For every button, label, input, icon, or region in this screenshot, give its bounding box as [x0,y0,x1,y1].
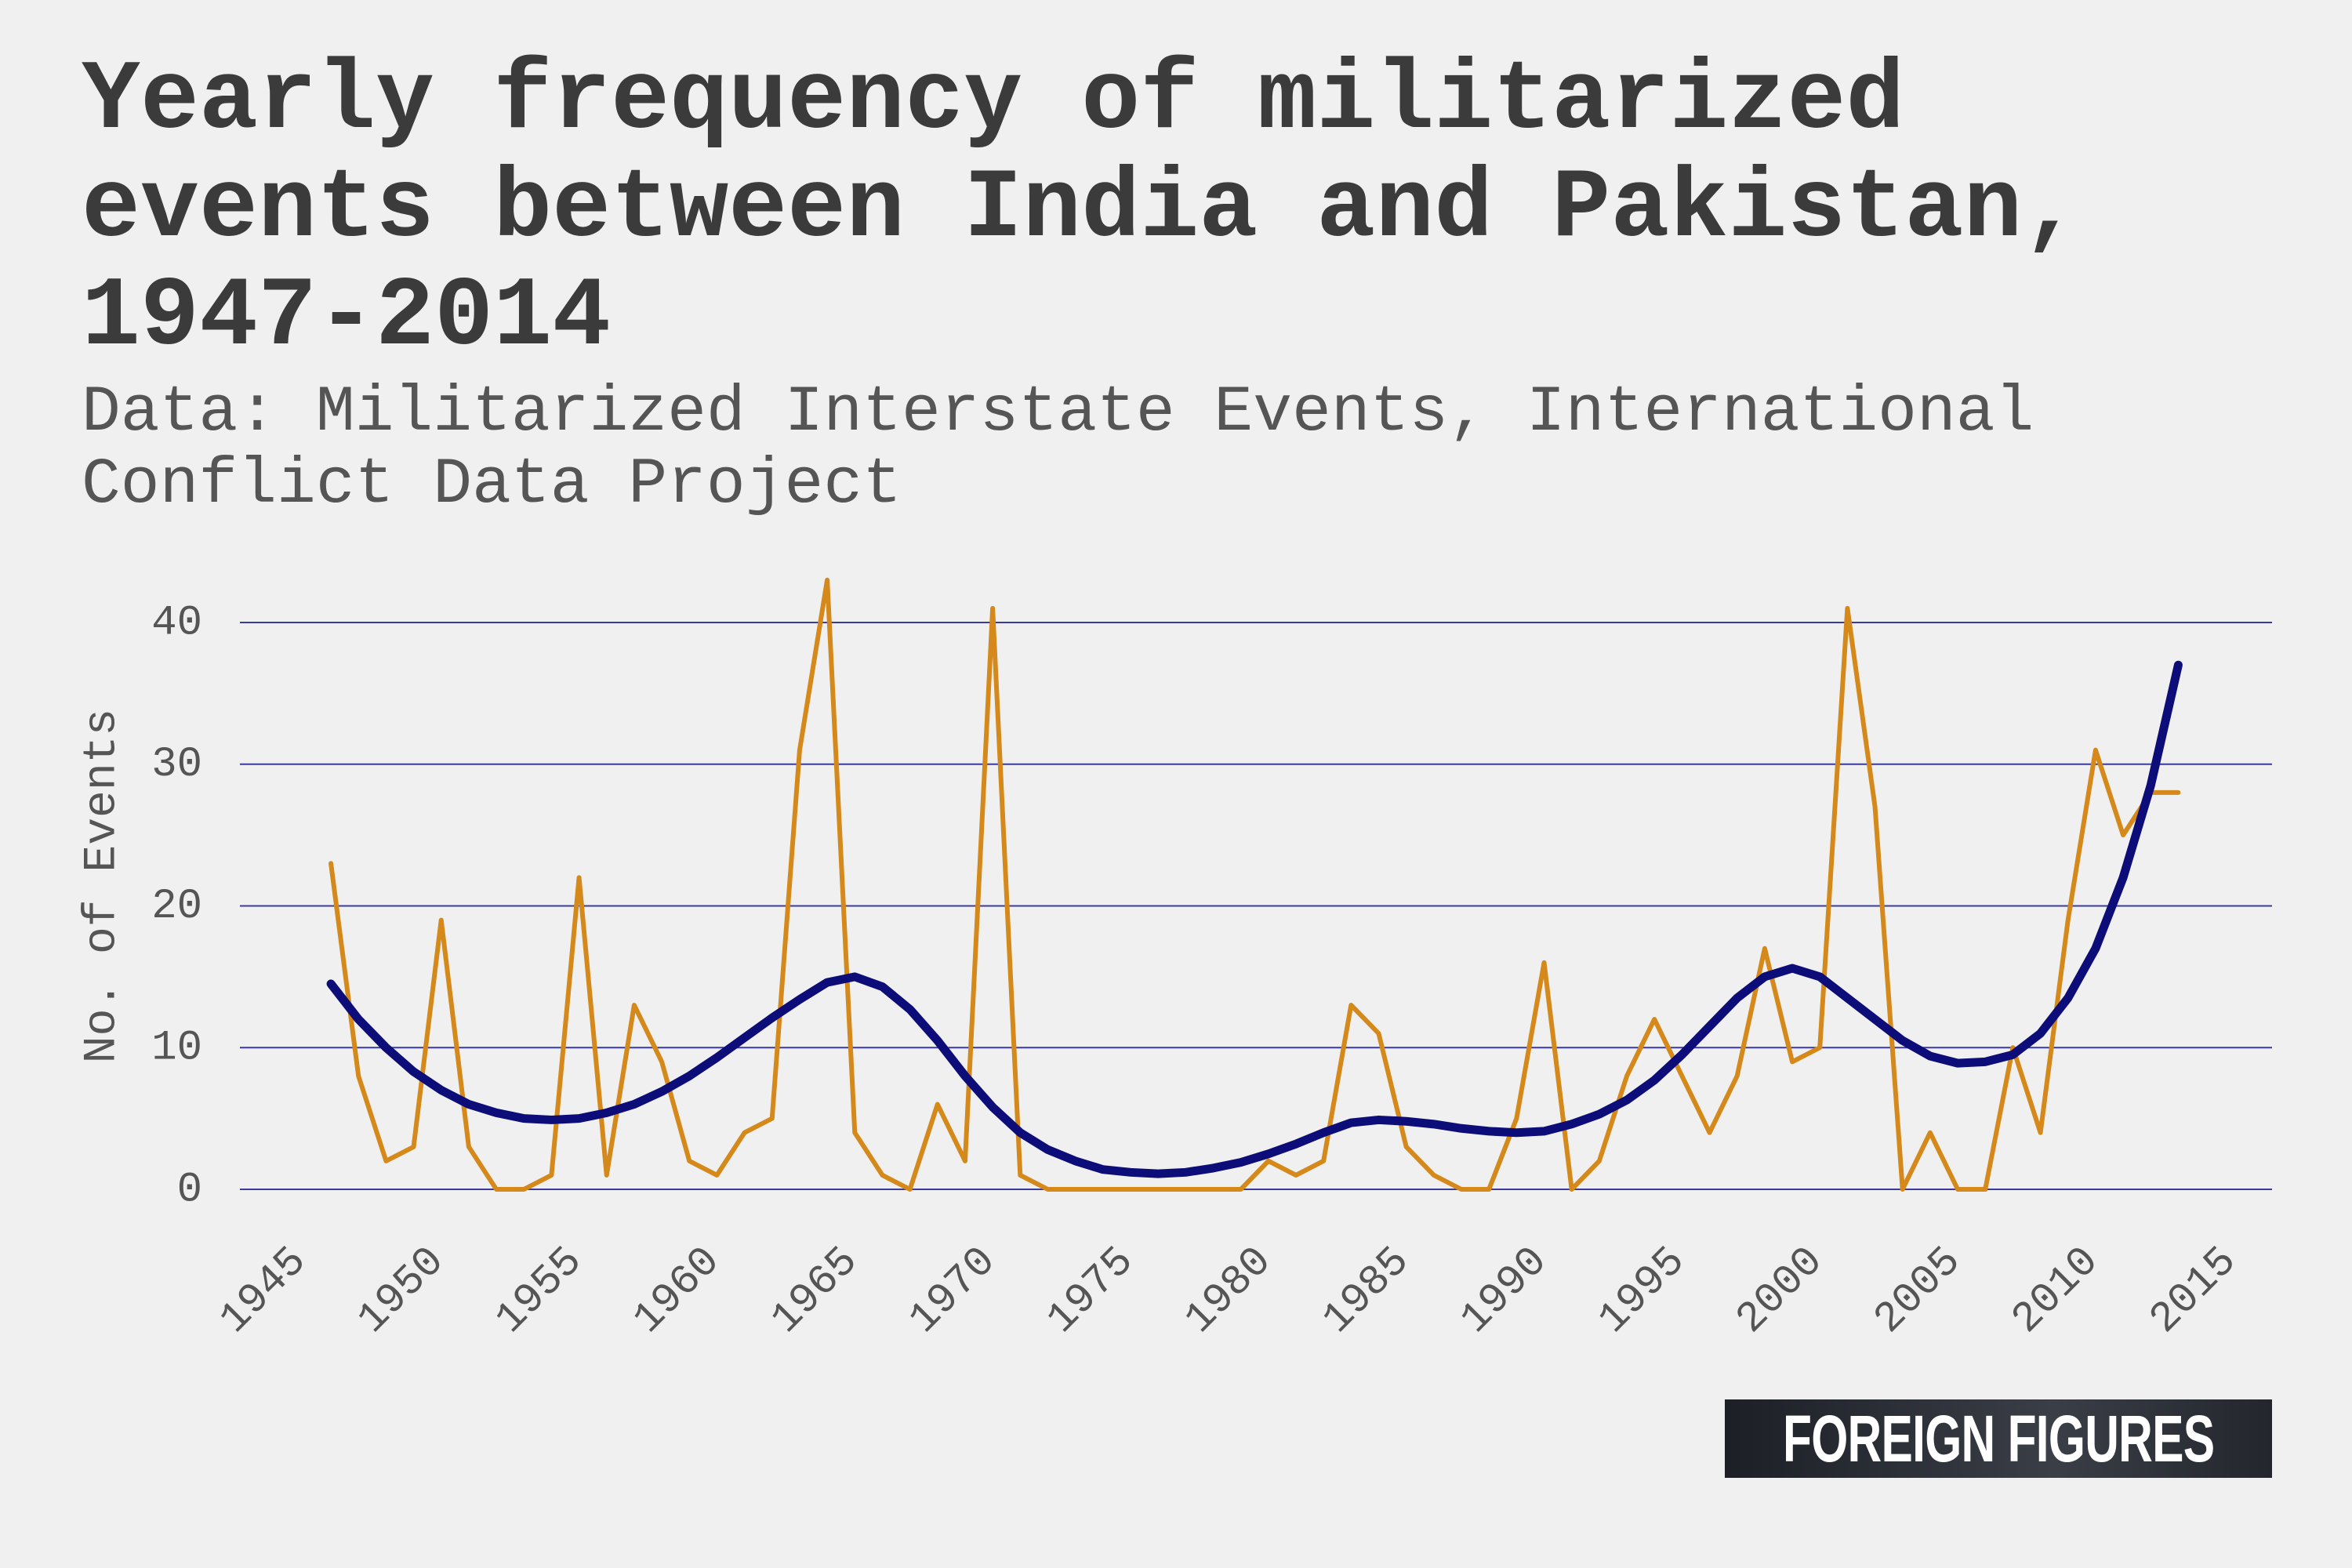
x-tick-label: 1970 [900,1238,1006,1344]
x-tick-label: 1960 [625,1238,731,1344]
x-tick-label: 1950 [349,1238,455,1344]
logo: FOREIGN FIGURES [1725,1399,2272,1478]
x-tick-label: 2015 [2141,1238,2247,1344]
x-tick-label: 1995 [1590,1238,1696,1344]
y-tick-label: 0 [177,1166,202,1214]
x-tick-label: 1985 [1314,1238,1420,1344]
x-tick-label: 1975 [1038,1238,1144,1344]
x-tick-label: 1980 [1176,1238,1282,1344]
y-axis-label: No. of Events [77,709,128,1063]
chart-subtitle: Data: Militarized Interstate Events, Int… [82,376,2034,521]
x-tick-label: 2005 [1865,1238,1971,1344]
x-tick-label: 2000 [1727,1238,1833,1344]
y-tick-label: 10 [151,1025,202,1073]
logo-text: FOREIGN FIGURES [1782,1401,2215,1475]
series-line [328,577,2181,1192]
y-tick-label: 40 [151,599,202,647]
x-tick-label: 2010 [2003,1238,2109,1344]
series-line [326,660,2183,1178]
x-tick-label: 1955 [487,1238,593,1344]
chart-title: Yearly frequency of militarized events b… [82,45,2082,373]
y-tick-label: 20 [151,883,202,931]
x-tick-label: 1965 [762,1238,868,1344]
x-tick-label: 1945 [211,1238,317,1344]
y-tick-label: 30 [151,741,202,789]
x-tick-label: 1990 [1452,1238,1558,1344]
